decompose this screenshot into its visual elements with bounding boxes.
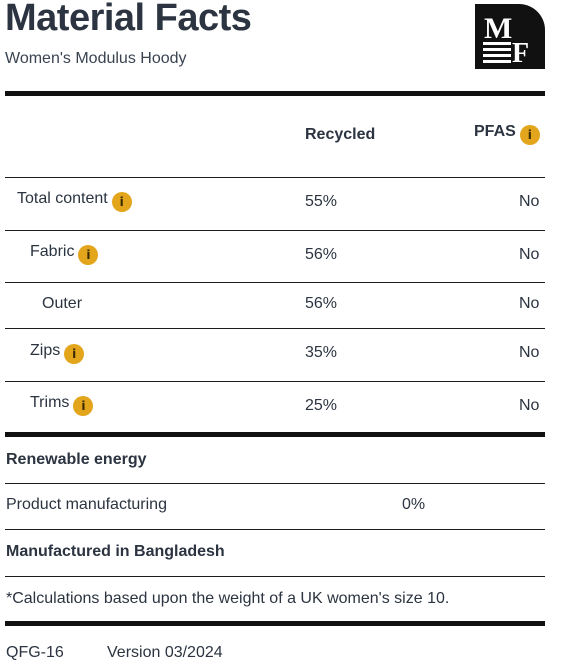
renewable-energy-heading: Renewable energy [6, 451, 147, 468]
divider [5, 177, 545, 178]
row-label-trims: Trims [30, 394, 70, 411]
divider [5, 529, 545, 530]
renewable-energy-value: 0% [402, 496, 426, 513]
table-row-label: Zips i [30, 342, 85, 364]
footnote: *Calculations based upon the weight of a… [6, 590, 450, 607]
row-value-pfas: No [519, 193, 540, 210]
manufactured-in: Manufactured in Bangladesh [6, 543, 225, 560]
divider [5, 381, 545, 382]
row-value-recycled: 25% [305, 397, 338, 414]
row-label-outer: Outer [42, 295, 83, 312]
row-value-recycled: 55% [305, 193, 338, 210]
info-icon[interactable]: i [519, 125, 540, 145]
row-label-fabric: Fabric [30, 243, 75, 260]
table-row-label: Trims i [30, 394, 94, 416]
column-header-recycled: Recycled [305, 126, 376, 143]
footer-code: QFG-16 [6, 644, 64, 661]
row-value-recycled: 35% [305, 344, 338, 361]
mf-logo: M F [475, 4, 545, 69]
info-icon[interactable]: i [111, 192, 132, 212]
divider [5, 576, 545, 577]
row-value-recycled: 56% [305, 246, 338, 263]
product-name: Women's Modulus Hoody [5, 50, 187, 67]
row-value-pfas: No [519, 246, 540, 263]
row-label-zips: Zips [30, 342, 61, 359]
divider [5, 328, 545, 329]
divider [5, 91, 545, 96]
divider [5, 621, 545, 626]
table-row-label: Fabric i [30, 243, 99, 265]
page-title: Material Facts [5, 0, 252, 39]
mf-logo-icon: M F [483, 12, 529, 69]
row-value-pfas: No [519, 397, 540, 414]
footer-version: Version 03/2024 [107, 644, 223, 661]
row-value-recycled: 56% [305, 295, 338, 312]
divider [5, 230, 545, 231]
info-icon[interactable]: i [64, 344, 85, 364]
divider [5, 432, 545, 437]
table-row-label: Total content i [17, 190, 132, 212]
info-icon[interactable]: i [78, 245, 99, 265]
svg-text:M: M [484, 12, 512, 45]
column-header-pfas: PFAS i [474, 123, 540, 145]
renewable-energy-label: Product manufacturing [6, 496, 167, 513]
svg-text:F: F [512, 38, 529, 69]
divider [5, 483, 545, 484]
row-value-pfas: No [519, 344, 540, 361]
row-value-pfas: No [519, 295, 540, 312]
info-icon[interactable]: i [73, 396, 94, 416]
column-header-pfas-label: PFAS [474, 123, 516, 140]
divider [5, 282, 545, 283]
row-label-total-content: Total content [17, 190, 108, 207]
